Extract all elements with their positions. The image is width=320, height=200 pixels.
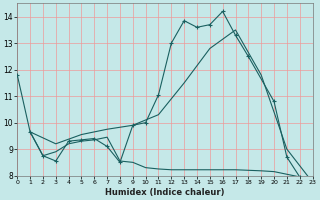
X-axis label: Humidex (Indice chaleur): Humidex (Indice chaleur) bbox=[105, 188, 225, 197]
